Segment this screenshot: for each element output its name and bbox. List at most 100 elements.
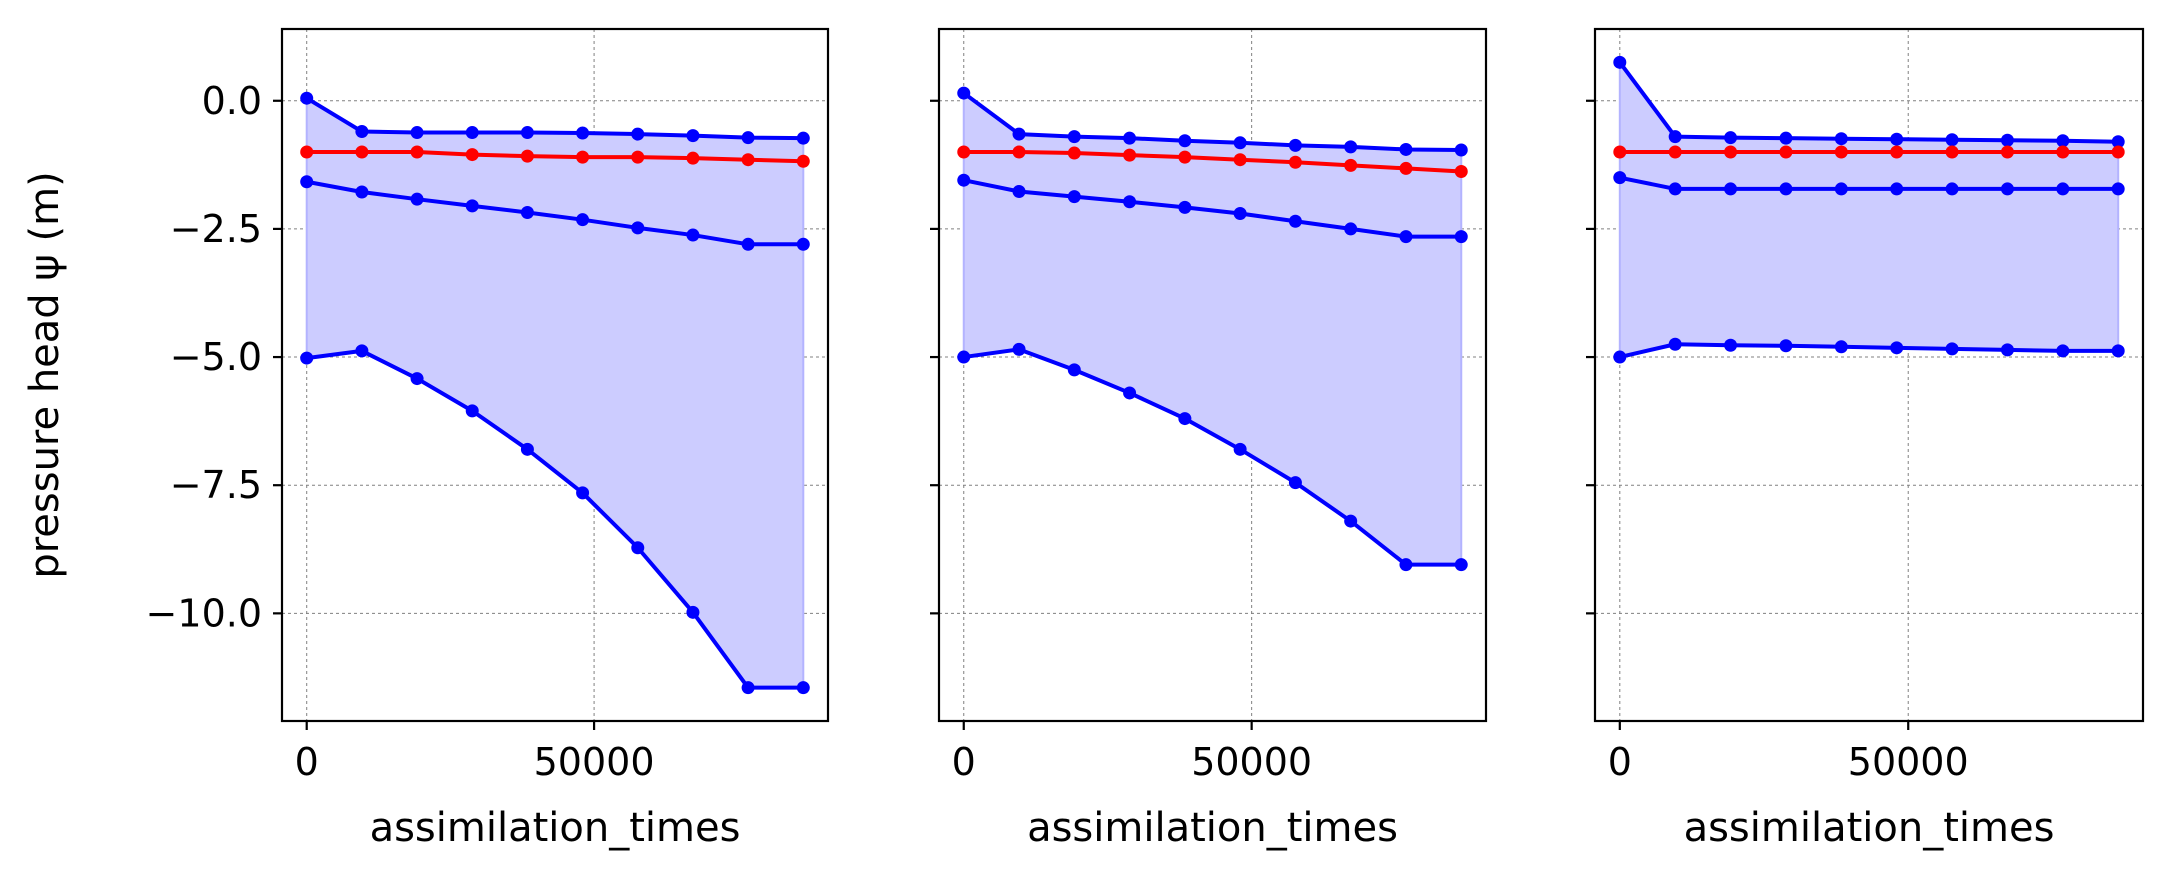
data-point: [1178, 150, 1192, 164]
data-point: [1613, 55, 1627, 69]
data-point: [1724, 182, 1738, 196]
ensemble-band: [1618, 59, 2120, 359]
data-point: [1454, 558, 1468, 572]
data-point: [957, 145, 971, 159]
data-point: [1399, 558, 1413, 572]
data-point: [1233, 442, 1247, 456]
data-point: [2111, 135, 2125, 149]
data-point: [2000, 182, 2014, 196]
series-line-lower: [306, 348, 804, 690]
series-lower: [957, 342, 1468, 572]
x-axis-label: assimilation_times: [370, 805, 741, 851]
data-point: [1344, 222, 1358, 236]
y-tick-label: 0.0: [202, 79, 262, 123]
data-point: [1779, 145, 1793, 159]
data-point: [355, 125, 369, 139]
data-point: [520, 149, 534, 163]
data-point: [1668, 130, 1682, 144]
data-point: [2056, 182, 2070, 196]
data-point: [520, 126, 534, 140]
data-point: [631, 127, 645, 141]
x-tick-label: 50000: [1848, 740, 1969, 784]
y-axis-label: pressure head ψ (m): [22, 171, 68, 578]
data-point: [1067, 130, 1081, 144]
data-point: [631, 150, 645, 164]
data-point: [1012, 342, 1026, 356]
data-point: [1454, 165, 1468, 179]
data-point: [2111, 145, 2125, 159]
data-point: [1724, 131, 1738, 145]
ensemble-band: [962, 91, 1463, 566]
data-point: [410, 126, 424, 140]
data-point: [576, 126, 590, 140]
data-point: [1834, 132, 1848, 146]
data-point: [1890, 182, 1904, 196]
series-line-middle: [963, 178, 1462, 239]
series-middle: [957, 173, 1468, 244]
series-mean: [1613, 145, 2125, 159]
data-point: [1178, 200, 1192, 214]
data-point: [1123, 148, 1137, 162]
data-point: [465, 199, 479, 213]
chart-panel-1: 0 50000 0.0 −2.5 −5.0 −7.5 −10.0 assimilation_t…: [146, 27, 830, 851]
data-point: [741, 237, 755, 251]
data-point: [796, 154, 810, 168]
data-point: [957, 86, 971, 100]
y-tick-label: −10.0: [146, 591, 262, 635]
series-line-middle: [306, 179, 804, 247]
data-point: [1454, 143, 1468, 157]
data-point: [1945, 342, 1959, 356]
data-point: [1779, 182, 1793, 196]
series-mean: [957, 145, 1468, 179]
data-point: [2000, 133, 2014, 147]
data-point: [741, 681, 755, 695]
chart-panel-2: 0 50000 assimilation_times: [930, 27, 1488, 851]
data-point: [2056, 134, 2070, 148]
series-upper: [957, 86, 1468, 157]
data-point: [1834, 340, 1848, 354]
ensemble-band: [305, 96, 805, 689]
data-point: [1945, 145, 1959, 159]
data-point: [2056, 344, 2070, 358]
data-point: [741, 153, 755, 167]
series-line-mean: [963, 150, 1462, 174]
series-middle: [300, 175, 810, 251]
data-point: [576, 486, 590, 500]
data-point: [1012, 145, 1026, 159]
y-tick-label: −7.5: [170, 463, 262, 507]
data-point: [300, 351, 314, 365]
data-point: [631, 221, 645, 235]
series-upper: [300, 91, 810, 145]
data-point: [1344, 140, 1358, 154]
data-point: [2111, 344, 2125, 358]
x-tick-label: 0: [1608, 740, 1632, 784]
data-point: [1233, 153, 1247, 167]
data-point: [300, 91, 314, 105]
series-line-lower: [963, 347, 1462, 567]
data-point: [1123, 131, 1137, 145]
data-point: [796, 681, 810, 695]
data-point: [410, 372, 424, 386]
series-line-upper: [962, 91, 1462, 152]
data-point: [686, 129, 700, 143]
data-point: [465, 404, 479, 418]
data-point: [1454, 230, 1468, 244]
data-point: [520, 442, 534, 456]
data-point: [1399, 142, 1413, 156]
data-point: [2111, 182, 2125, 196]
data-point: [1779, 339, 1793, 353]
data-point: [1123, 386, 1137, 400]
data-point: [1012, 127, 1026, 141]
data-point: [410, 192, 424, 206]
series-mean: [300, 145, 810, 168]
data-point: [576, 150, 590, 164]
series-middle: [1613, 171, 2125, 196]
data-point: [1890, 132, 1904, 146]
series-line-upper: [1618, 61, 2119, 144]
data-point: [631, 541, 645, 555]
data-point: [1233, 136, 1247, 150]
data-point: [1724, 145, 1738, 159]
y-tick-label: −5.0: [170, 335, 262, 379]
data-point: [1945, 182, 1959, 196]
